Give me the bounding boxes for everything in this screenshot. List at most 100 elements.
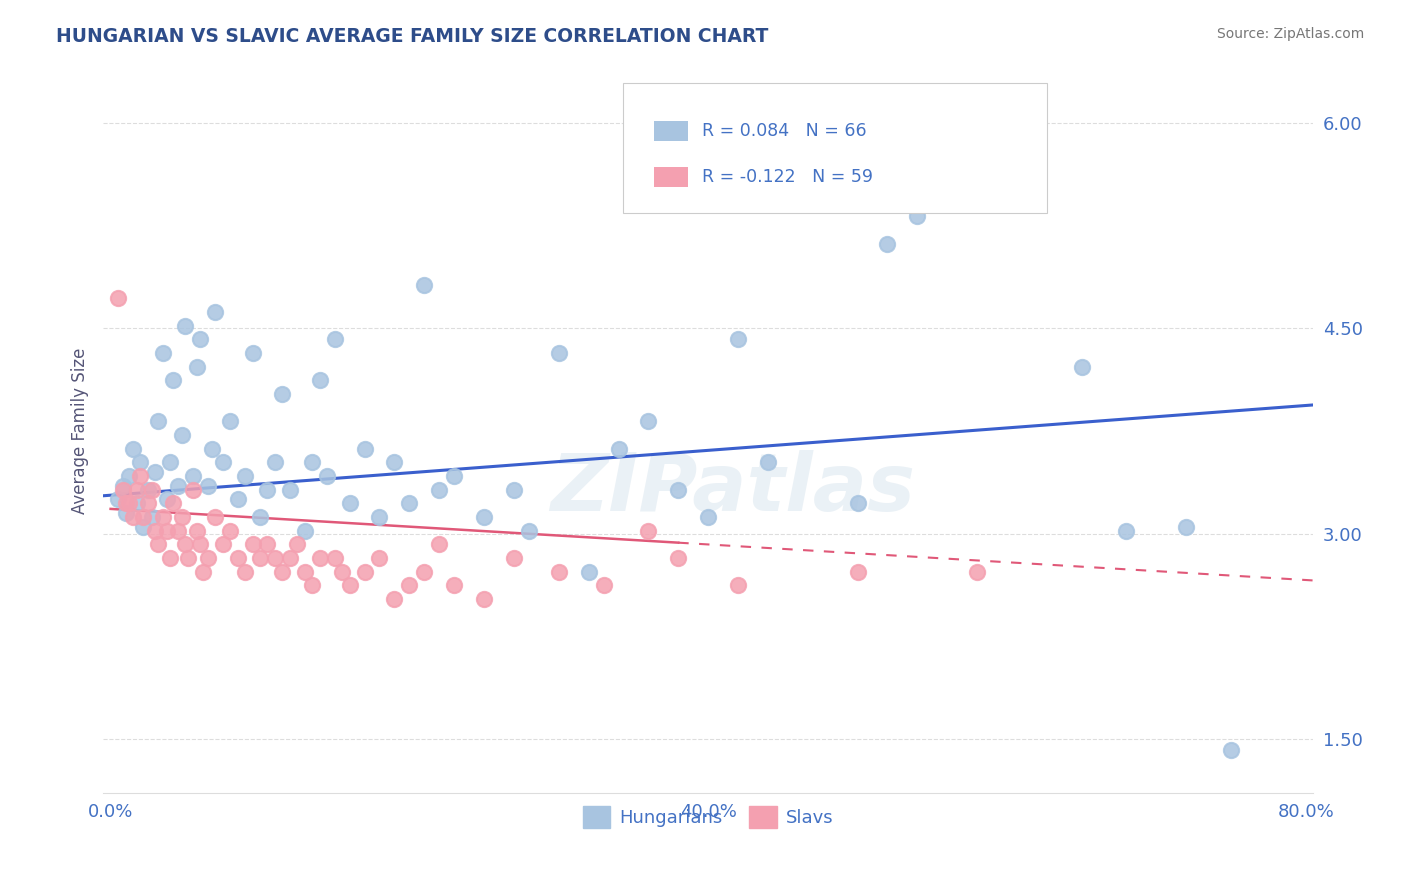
Point bbox=[166, 478, 188, 492]
Point bbox=[413, 565, 436, 579]
Point bbox=[242, 537, 264, 551]
Point bbox=[398, 496, 420, 510]
Point bbox=[174, 537, 197, 551]
Point bbox=[339, 578, 361, 592]
Point bbox=[607, 442, 630, 456]
Point bbox=[301, 578, 323, 592]
Point bbox=[159, 455, 181, 469]
Point bbox=[136, 483, 159, 497]
Point bbox=[186, 359, 208, 374]
Point bbox=[278, 483, 301, 497]
Text: HUNGARIAN VS SLAVIC AVERAGE FAMILY SIZE CORRELATION CHART: HUNGARIAN VS SLAVIC AVERAGE FAMILY SIZE … bbox=[56, 27, 769, 45]
Point bbox=[503, 551, 526, 566]
Point bbox=[174, 318, 197, 333]
Point bbox=[323, 332, 346, 346]
Point bbox=[122, 442, 145, 456]
Point bbox=[233, 565, 256, 579]
Point bbox=[193, 565, 215, 579]
Text: R = 0.084   N = 66: R = 0.084 N = 66 bbox=[702, 122, 866, 140]
Point bbox=[188, 537, 211, 551]
Point bbox=[172, 428, 194, 442]
Point bbox=[181, 483, 204, 497]
Point bbox=[132, 510, 155, 524]
Point bbox=[219, 414, 242, 428]
Point bbox=[443, 578, 465, 592]
Point bbox=[264, 455, 287, 469]
Point bbox=[122, 510, 145, 524]
Point bbox=[443, 469, 465, 483]
Point bbox=[156, 524, 179, 538]
Point bbox=[127, 496, 149, 510]
Point bbox=[204, 305, 226, 319]
Point bbox=[876, 236, 898, 251]
Point bbox=[756, 455, 779, 469]
Point bbox=[117, 496, 139, 510]
Point bbox=[308, 551, 330, 566]
Point bbox=[201, 442, 224, 456]
Point bbox=[129, 469, 152, 483]
Point bbox=[256, 483, 278, 497]
Point bbox=[294, 565, 316, 579]
Point bbox=[136, 496, 159, 510]
Legend: Hungarians, Slavs: Hungarians, Slavs bbox=[576, 798, 841, 835]
Point bbox=[172, 510, 194, 524]
Point bbox=[156, 492, 179, 507]
Point bbox=[1115, 524, 1137, 538]
Point bbox=[249, 510, 271, 524]
Point bbox=[1175, 519, 1198, 533]
Point bbox=[578, 565, 600, 579]
Point bbox=[547, 565, 569, 579]
Point bbox=[107, 291, 129, 305]
Point bbox=[226, 551, 249, 566]
Point bbox=[966, 565, 988, 579]
Text: Source: ZipAtlas.com: Source: ZipAtlas.com bbox=[1216, 27, 1364, 41]
Point bbox=[162, 496, 184, 510]
Point bbox=[666, 483, 689, 497]
Point bbox=[233, 469, 256, 483]
Point bbox=[219, 524, 242, 538]
Point bbox=[413, 277, 436, 292]
Point bbox=[197, 551, 219, 566]
Point bbox=[368, 510, 391, 524]
FancyBboxPatch shape bbox=[623, 83, 1047, 213]
Point bbox=[517, 524, 540, 538]
Point bbox=[188, 332, 211, 346]
Point bbox=[107, 492, 129, 507]
Point bbox=[472, 510, 495, 524]
Text: R = -0.122   N = 59: R = -0.122 N = 59 bbox=[702, 169, 873, 186]
Point bbox=[211, 537, 233, 551]
Point bbox=[637, 414, 659, 428]
Point bbox=[384, 592, 406, 607]
Point bbox=[1070, 359, 1092, 374]
Point bbox=[427, 537, 450, 551]
Point bbox=[256, 537, 278, 551]
Point bbox=[127, 483, 149, 497]
Point bbox=[368, 551, 391, 566]
Point bbox=[159, 551, 181, 566]
Point bbox=[697, 510, 720, 524]
FancyBboxPatch shape bbox=[654, 167, 688, 187]
FancyBboxPatch shape bbox=[654, 120, 688, 141]
Point bbox=[339, 496, 361, 510]
Point bbox=[353, 442, 375, 456]
Point bbox=[547, 346, 569, 360]
Point bbox=[111, 478, 134, 492]
Text: ZIPatlas: ZIPatlas bbox=[550, 450, 915, 528]
Point bbox=[427, 483, 450, 497]
Point bbox=[249, 551, 271, 566]
Point bbox=[211, 455, 233, 469]
Point bbox=[666, 551, 689, 566]
Point bbox=[905, 209, 928, 223]
Point bbox=[384, 455, 406, 469]
Point bbox=[114, 506, 136, 520]
Point bbox=[166, 524, 188, 538]
Point bbox=[727, 332, 749, 346]
Point bbox=[141, 510, 163, 524]
Point bbox=[226, 492, 249, 507]
Point bbox=[323, 551, 346, 566]
Point bbox=[592, 578, 614, 592]
Point bbox=[308, 373, 330, 387]
Point bbox=[316, 469, 339, 483]
Point bbox=[1220, 742, 1243, 756]
Point bbox=[242, 346, 264, 360]
